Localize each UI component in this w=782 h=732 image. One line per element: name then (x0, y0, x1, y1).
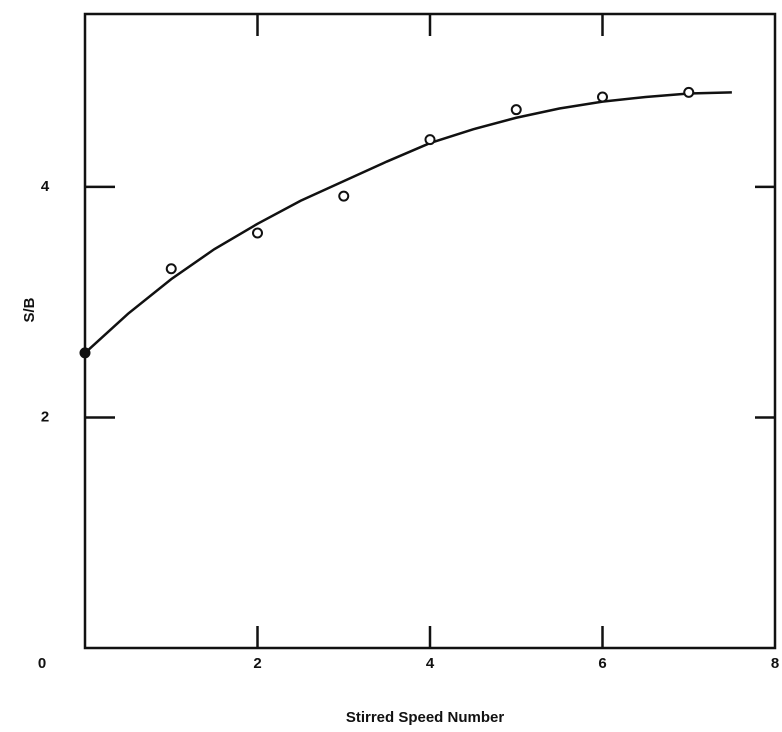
x-tick-label: 8 (771, 655, 779, 672)
data-point (684, 88, 693, 97)
x-tick-label: 0 (38, 655, 46, 672)
data-point (598, 92, 607, 101)
data-point (426, 135, 435, 144)
plot-frame (85, 14, 775, 648)
x-tick-label: 4 (426, 655, 435, 672)
data-point (512, 105, 521, 114)
y-axis-label: S/B (21, 297, 38, 322)
data-point (81, 348, 90, 357)
x-tick-label: 6 (598, 655, 606, 672)
data-point (253, 229, 262, 238)
fit-curve (85, 92, 732, 353)
chart: S/B Stirred Speed Number 0 2 4 6 8 2 4 (0, 0, 782, 732)
y-tick-label: 4 (41, 178, 50, 195)
data-point (339, 192, 348, 201)
x-axis-label: Stirred Speed Number (346, 709, 505, 726)
y-tick-label: 2 (41, 408, 49, 425)
x-tick-label: 2 (253, 655, 261, 672)
data-point (167, 264, 176, 273)
